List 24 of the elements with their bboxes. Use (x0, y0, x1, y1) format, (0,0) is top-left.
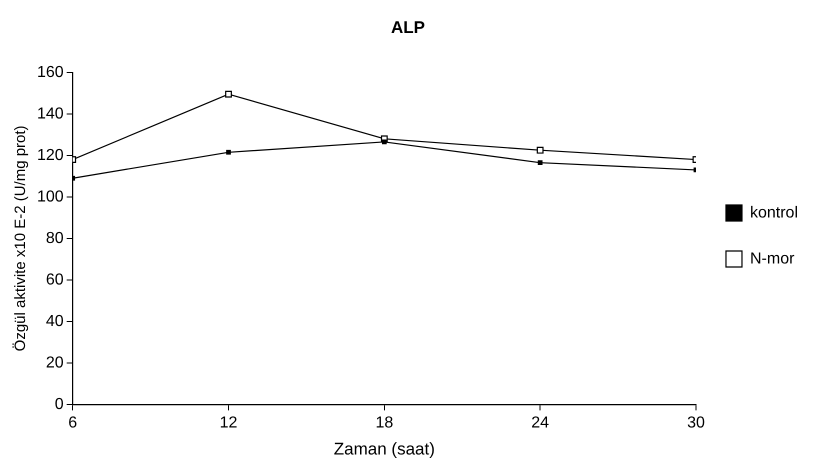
point (536, 146, 544, 154)
x-tick-label: 18 (375, 414, 394, 432)
y-tick-label: 40 (46, 312, 64, 330)
point (225, 90, 232, 98)
chart-title: ALP (391, 18, 425, 37)
legend-label: N-mor (750, 250, 796, 268)
y-tick-label: 160 (36, 64, 64, 81)
x-tick-label: 6 (68, 414, 78, 432)
x-tick-label: 30 (687, 414, 705, 432)
y-tick-label: 60 (46, 271, 64, 288)
y-tick-label: 20 (46, 354, 64, 372)
legend-label: kontrol (750, 204, 798, 222)
y-tick-label: 140 (36, 105, 64, 122)
y-tick-label: 120 (36, 146, 64, 164)
point (538, 160, 543, 166)
x-axis-title: Zaman (saat) (334, 439, 435, 458)
y-tick-label: 100 (36, 188, 64, 206)
y-tick-label: 80 (46, 230, 64, 247)
point (382, 140, 387, 144)
y-tick-label: 0 (54, 396, 64, 413)
x-tick-label: 24 (531, 414, 550, 432)
x-tick-label: 12 (220, 414, 238, 432)
y-axis-title: Özgül aktivite x10 E-2 (U/mg prot) (12, 125, 30, 352)
point (226, 150, 231, 155)
